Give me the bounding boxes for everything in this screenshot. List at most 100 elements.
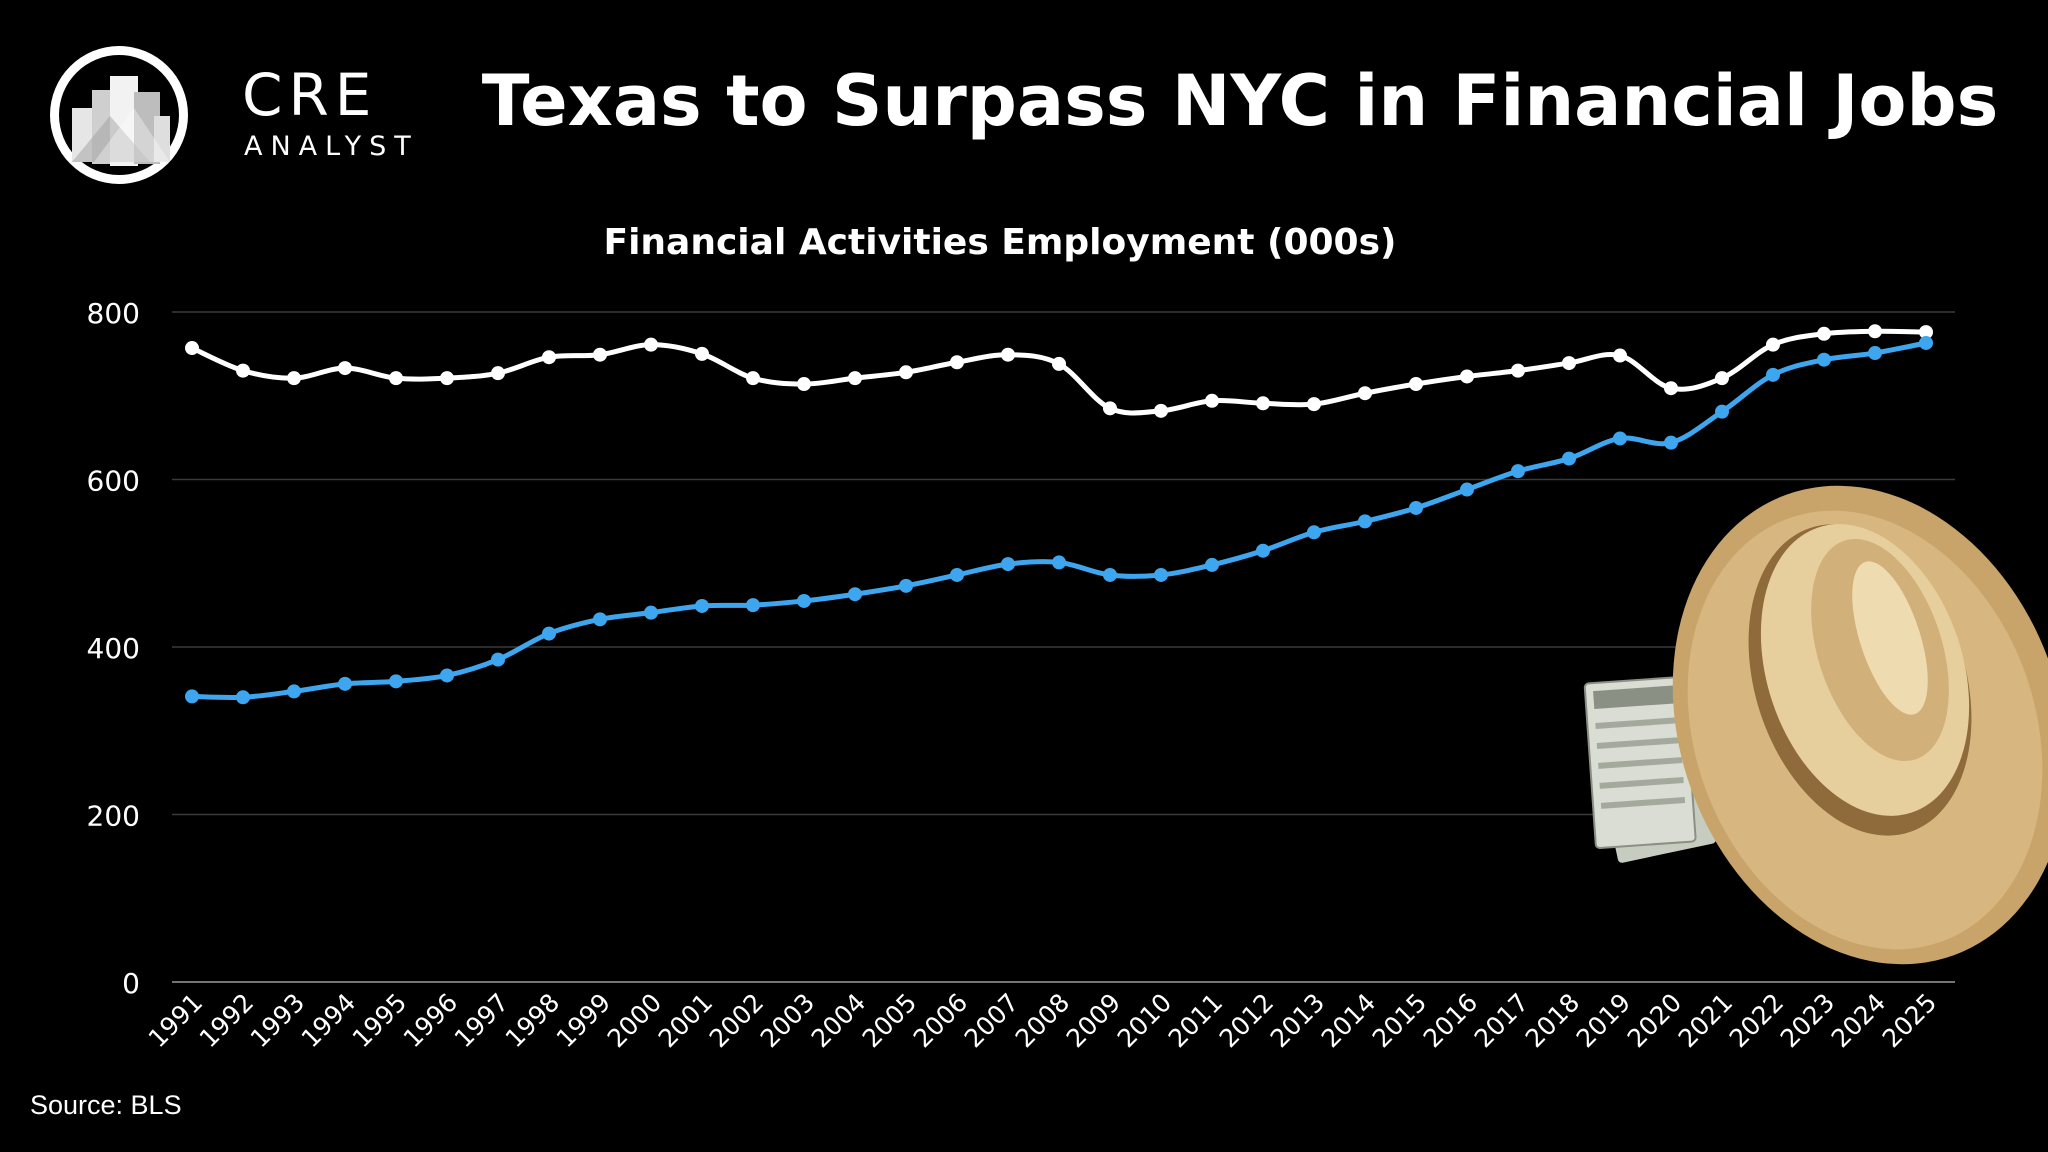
data-point: [899, 365, 913, 380]
x-tick-label: 2001: [653, 988, 718, 1053]
data-point: [695, 598, 709, 613]
cowboy-hat-icon: [1672, 485, 2048, 965]
y-tick-label: 800: [87, 297, 140, 330]
data-point: [1664, 381, 1678, 396]
data-point: [644, 605, 658, 620]
data-point: [1256, 543, 1270, 558]
data-point: [236, 363, 250, 378]
x-tick-label: 2009: [1061, 988, 1126, 1053]
data-point: [1511, 363, 1525, 378]
x-tick-label: 2010: [1112, 988, 1177, 1053]
data-point: [593, 612, 607, 627]
data-point: [236, 690, 250, 705]
data-point: [1358, 386, 1372, 401]
page-title: Texas to Surpass NYC in Financial Jobs: [481, 60, 1999, 142]
x-tick-label: 2018: [1520, 988, 1585, 1053]
x-tick-label: 2007: [959, 988, 1024, 1053]
y-tick-label: 600: [87, 465, 140, 498]
data-point: [1613, 348, 1627, 363]
data-point: [338, 676, 352, 691]
data-point: [1766, 337, 1780, 352]
data-point: [1613, 431, 1627, 446]
chart-points: [185, 324, 1933, 705]
data-point: [797, 593, 811, 608]
data-point: [1817, 326, 1831, 341]
data-point: [1715, 371, 1729, 386]
x-tick-label: 2024: [1826, 988, 1891, 1053]
x-tick-label: 2015: [1367, 988, 1432, 1053]
data-point: [746, 598, 760, 613]
x-tick-label: 2003: [755, 988, 820, 1053]
cowboy-hat-and-money-decoration: [1560, 410, 2048, 982]
data-point: [287, 371, 301, 386]
y-axis: 0 200 400 600 800: [87, 297, 140, 1000]
data-point: [695, 346, 709, 361]
data-point: [1001, 557, 1015, 572]
buildings-logo-icon: [50, 46, 188, 184]
brand-logo: CRE ANALYST: [50, 46, 450, 196]
data-point: [185, 689, 199, 704]
data-point: [1460, 369, 1474, 384]
data-point: [1460, 482, 1474, 497]
data-point: [1766, 367, 1780, 382]
chart-gridlines: [172, 311, 1955, 983]
data-point: [1103, 567, 1117, 582]
x-tick-label: 1996: [398, 988, 463, 1053]
x-tick-label: 1997: [449, 988, 514, 1053]
data-point: [1205, 557, 1219, 572]
data-point: [1409, 500, 1423, 515]
data-point: [1817, 352, 1831, 367]
data-point: [1919, 335, 1933, 350]
x-tick-label: 2008: [1010, 988, 1075, 1053]
data-point: [1562, 451, 1576, 466]
data-point: [440, 668, 454, 683]
x-tick-label: 2012: [1214, 988, 1279, 1053]
data-point: [389, 371, 403, 386]
data-point: [593, 347, 607, 362]
data-point: [644, 337, 658, 352]
x-tick-label: 2005: [857, 988, 922, 1053]
x-tick-label: 1998: [500, 988, 565, 1053]
x-tick-label: 2021: [1673, 988, 1738, 1053]
data-point: [1307, 525, 1321, 540]
x-tick-label: 1993: [245, 988, 310, 1053]
data-point: [1154, 403, 1168, 418]
data-point: [1868, 346, 1882, 361]
data-point: [542, 350, 556, 365]
source-note: Source: BLS: [30, 1090, 182, 1120]
x-tick-label: 1999: [551, 988, 616, 1053]
data-point: [1052, 555, 1066, 570]
x-tick-label: 2017: [1469, 988, 1534, 1053]
x-tick-label: 2002: [704, 988, 769, 1053]
x-tick-label: 2023: [1775, 988, 1840, 1053]
data-point: [287, 684, 301, 699]
x-axis: 1991199219931994199519961997199819992000…: [143, 988, 1942, 1053]
data-point: [1868, 324, 1882, 339]
data-point: [491, 366, 505, 381]
series-line-1: [189, 328, 1929, 416]
x-tick-label: 2000: [602, 988, 667, 1053]
data-point: [1103, 401, 1117, 416]
data-point: [1511, 464, 1525, 479]
y-tick-label: 400: [87, 632, 140, 665]
data-point: [848, 587, 862, 602]
data-point: [1715, 404, 1729, 419]
x-tick-label: 2016: [1418, 988, 1483, 1053]
data-point: [950, 567, 964, 582]
data-point: [746, 371, 760, 386]
x-tick-label: 1991: [143, 988, 208, 1053]
data-point: [185, 341, 199, 356]
x-tick-label: 1994: [296, 988, 361, 1053]
data-point: [1001, 347, 1015, 362]
data-point: [1205, 393, 1219, 408]
x-tick-label: 2011: [1163, 988, 1228, 1053]
x-tick-label: 2013: [1265, 988, 1330, 1053]
data-point: [1256, 396, 1270, 411]
data-point: [950, 355, 964, 370]
data-point: [1562, 356, 1576, 371]
y-tick-label: 0: [122, 967, 140, 1000]
data-point: [1052, 356, 1066, 371]
x-tick-label: 2019: [1571, 988, 1636, 1053]
data-point: [440, 371, 454, 386]
